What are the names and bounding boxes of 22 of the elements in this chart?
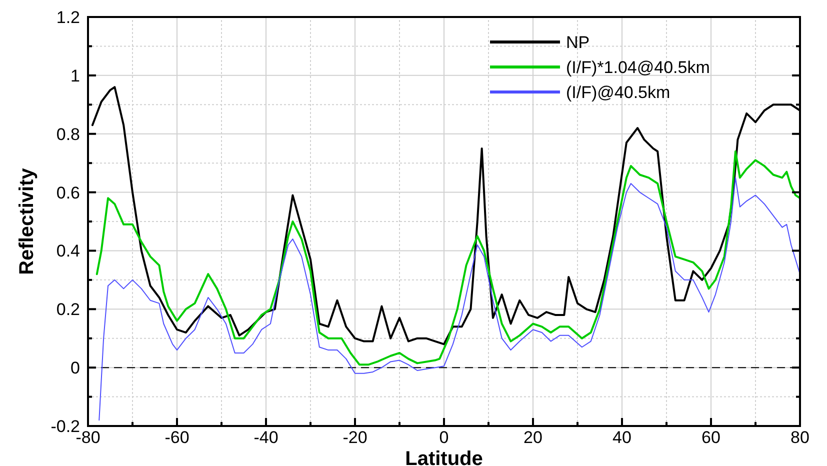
x-tick-label: 20 — [524, 428, 542, 447]
x-tick-label: -40 — [254, 428, 278, 447]
x-tick-label: 0 — [439, 428, 449, 447]
x-tick-label: 60 — [702, 428, 720, 447]
legend-label: NP — [566, 33, 590, 52]
legend-label: (I/F)*1.04@40.5km — [566, 58, 710, 77]
y-tick-label: 0.6 — [56, 183, 80, 202]
y-tick-label: 1.2 — [56, 8, 80, 27]
legend-label: (I/F)@40.5km — [566, 83, 670, 102]
x-tick-label: -60 — [164, 428, 190, 447]
x-tick-label: -20 — [342, 428, 368, 447]
y-tick-label: 0.4 — [56, 242, 80, 261]
y-tick-label: 0.2 — [56, 300, 80, 320]
y-tick-label: 0.8 — [56, 124, 80, 144]
y-tick-label: 1 — [70, 66, 80, 86]
line-series — [96, 150, 801, 366]
y-tick-label: 0 — [70, 358, 80, 378]
x-tick-label: 80 — [790, 428, 810, 447]
x-axis-title: Latitude — [405, 448, 483, 466]
y-axis-title: Reflectivity — [16, 167, 38, 275]
line-series — [98, 177, 800, 421]
x-tick-label: 40 — [612, 428, 632, 447]
